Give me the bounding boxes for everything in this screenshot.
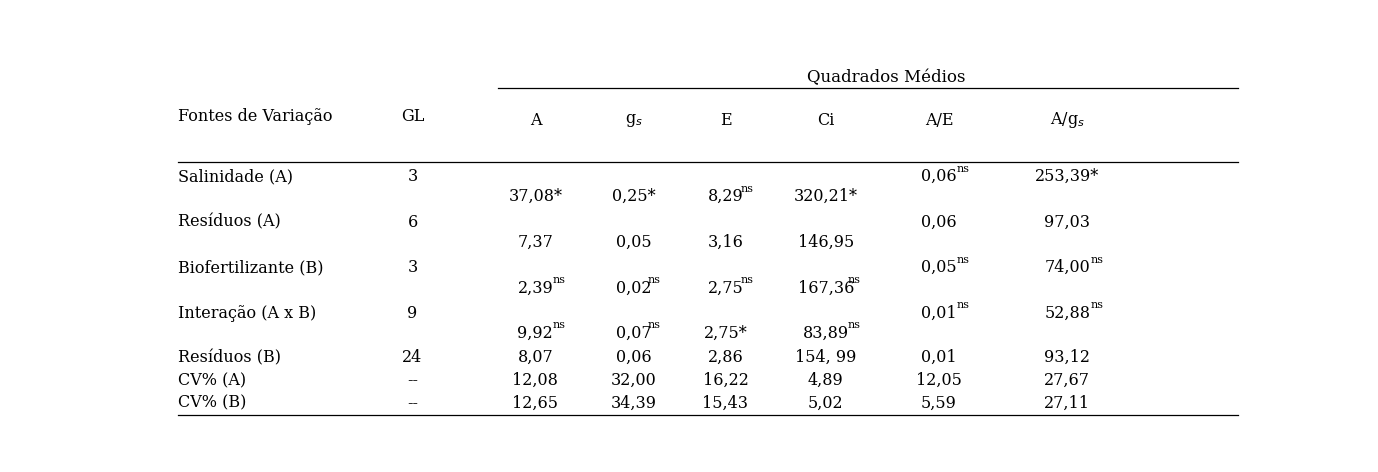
Text: 27,67: 27,67 [1045,372,1090,389]
Text: Resíduos (A): Resíduos (A) [178,214,280,231]
Text: ns: ns [648,275,660,285]
Text: ns: ns [847,275,860,285]
Text: Biofertilizante (B): Biofertilizante (B) [178,259,322,276]
Text: 97,03: 97,03 [1045,214,1090,231]
Text: Quadrados Médios: Quadrados Médios [808,69,966,86]
Text: 3,16: 3,16 [707,234,743,251]
Text: 93,12: 93,12 [1045,349,1090,366]
Text: ns: ns [956,300,969,311]
Text: ns: ns [847,320,860,330]
Text: 15,43: 15,43 [703,395,748,412]
Text: A/g$_s$: A/g$_s$ [1050,110,1084,130]
Text: Fontes de Variação: Fontes de Variação [178,108,332,125]
Text: 0,25*: 0,25* [612,188,656,205]
Text: CV% (B): CV% (B) [178,395,245,412]
Text: 0,05: 0,05 [922,259,956,276]
Text: 12,08: 12,08 [513,372,558,389]
Text: 52,88: 52,88 [1045,305,1090,322]
Text: 167,36: 167,36 [798,279,854,296]
Text: 0,05: 0,05 [616,234,652,251]
Text: 2,75: 2,75 [707,279,743,296]
Text: Salinidade (A): Salinidade (A) [178,168,292,185]
Text: Resíduos (B): Resíduos (B) [178,349,281,366]
Text: Interação (A x B): Interação (A x B) [178,305,316,322]
Text: 0,06: 0,06 [922,168,956,185]
Text: ns: ns [956,255,969,265]
Text: 16,22: 16,22 [703,372,748,389]
Text: 0,06: 0,06 [922,214,956,231]
Text: ns: ns [740,275,754,285]
Text: Ci: Ci [817,112,835,129]
Text: 27,11: 27,11 [1045,395,1090,412]
Text: 9: 9 [408,305,418,322]
Text: ns: ns [553,275,565,285]
Text: 146,95: 146,95 [798,234,854,251]
Text: 320,21*: 320,21* [794,188,858,205]
Text: ns: ns [740,184,754,194]
Text: 5,59: 5,59 [921,395,956,412]
Text: 6: 6 [408,214,418,231]
Text: 0,07: 0,07 [616,325,652,342]
Text: 32,00: 32,00 [610,372,656,389]
Text: 0,06: 0,06 [616,349,652,366]
Text: 154, 99: 154, 99 [795,349,857,366]
Text: 0,01: 0,01 [922,349,956,366]
Text: 8,29: 8,29 [707,188,743,205]
Text: 2,75*: 2,75* [704,325,747,342]
Text: 83,89: 83,89 [803,325,849,342]
Text: 24: 24 [402,349,423,366]
Text: E: E [719,112,732,129]
Text: g$_s$: g$_s$ [624,112,642,129]
Text: ns: ns [1090,255,1104,265]
Text: 2,86: 2,86 [707,349,743,366]
Text: ns: ns [956,164,969,174]
Text: 2,39: 2,39 [518,279,553,296]
Text: 3: 3 [408,259,418,276]
Text: ns: ns [648,320,660,330]
Text: ns: ns [553,320,565,330]
Text: 4,89: 4,89 [808,372,843,389]
Text: --: -- [407,372,418,389]
Text: 9,92: 9,92 [518,325,553,342]
Text: 5,02: 5,02 [808,395,843,412]
Text: CV% (A): CV% (A) [178,372,245,389]
Text: 3: 3 [408,168,418,185]
Text: 8,07: 8,07 [518,349,553,366]
Text: A/E: A/E [925,112,954,129]
Text: ns: ns [1090,300,1104,311]
Text: 0,01: 0,01 [922,305,956,322]
Text: 7,37: 7,37 [517,234,554,251]
Text: 253,39*: 253,39* [1035,168,1100,185]
Text: GL: GL [401,108,424,125]
Text: A: A [529,112,542,129]
Text: 0,02: 0,02 [616,279,652,296]
Text: 12,65: 12,65 [513,395,558,412]
Text: 34,39: 34,39 [610,395,656,412]
Text: 74,00: 74,00 [1045,259,1090,276]
Text: 37,08*: 37,08* [508,188,562,205]
Text: --: -- [407,395,418,412]
Text: 12,05: 12,05 [916,372,962,389]
